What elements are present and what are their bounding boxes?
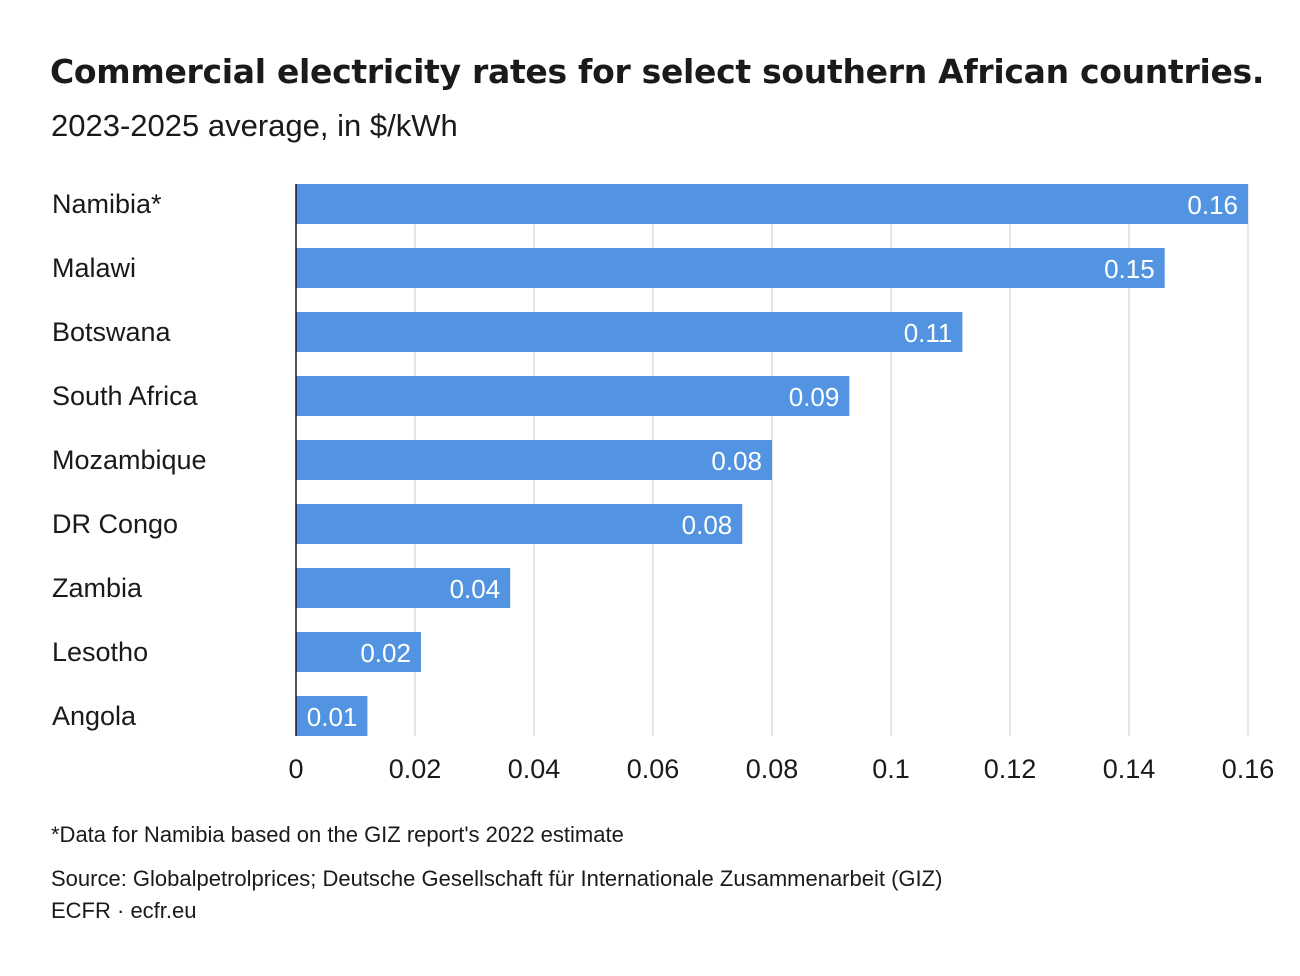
category-label: Zambia xyxy=(52,573,143,603)
labels: 0 0.02 0.04 0.06 0.08 0.1 0.12 0.14 0.16 Namibia*… xyxy=(52,189,1274,784)
category-label: South Africa xyxy=(52,381,199,411)
category-label: DR Congo xyxy=(52,509,178,539)
value-label: 0.16 xyxy=(1187,190,1238,220)
x-tick-label: 0.06 xyxy=(627,754,680,784)
footnote: *Data for Namibia based on the GIZ repor… xyxy=(51,822,624,847)
value-label: 0.01 xyxy=(307,702,358,732)
category-label: Angola xyxy=(52,701,137,731)
category-label: Namibia* xyxy=(52,189,162,219)
value-label: 0.11 xyxy=(904,318,953,348)
bar xyxy=(296,568,511,608)
value-label: 0.02 xyxy=(360,638,411,668)
category-label: Botswana xyxy=(52,317,172,347)
value-label: 0.09 xyxy=(789,382,840,412)
bar xyxy=(296,632,421,672)
value-label: 0.04 xyxy=(450,574,501,604)
x-tick-label: 0.04 xyxy=(508,754,561,784)
x-tick-label: 0.16 xyxy=(1222,754,1275,784)
value-label: 0.15 xyxy=(1104,254,1155,284)
x-tick-label: 0.02 xyxy=(389,754,442,784)
x-tick-label: 0.12 xyxy=(984,754,1037,784)
credit-note: ECFR · ecfr.eu xyxy=(51,898,197,923)
bar xyxy=(296,184,1248,224)
category-label: Malawi xyxy=(52,253,136,283)
bar xyxy=(296,376,850,416)
x-tick-label: 0 xyxy=(288,754,303,784)
bar xyxy=(296,312,963,352)
value-label: 0.08 xyxy=(711,446,762,476)
category-label: Mozambique xyxy=(52,445,207,475)
bar-chart: 0 0.02 0.04 0.06 0.08 0.1 0.12 0.14 0.16 Namibia*… xyxy=(52,184,1274,784)
chart-title: Commercial electricity rates for select … xyxy=(50,52,1265,91)
chart-subtitle: 2023-2025 average, in $/kWh xyxy=(51,108,458,143)
bar xyxy=(296,248,1165,288)
bar xyxy=(296,504,743,544)
bars xyxy=(296,184,1248,736)
source-note: Source: Globalpetrolprices; Deutsche Ges… xyxy=(51,866,943,891)
category-label: Lesotho xyxy=(52,637,148,667)
bar xyxy=(296,440,772,480)
value-label: 0.08 xyxy=(682,510,733,540)
bar xyxy=(296,696,368,736)
x-tick-label: 0.1 xyxy=(872,754,910,784)
x-tick-label: 0.08 xyxy=(746,754,799,784)
x-tick-label: 0.14 xyxy=(1103,754,1156,784)
